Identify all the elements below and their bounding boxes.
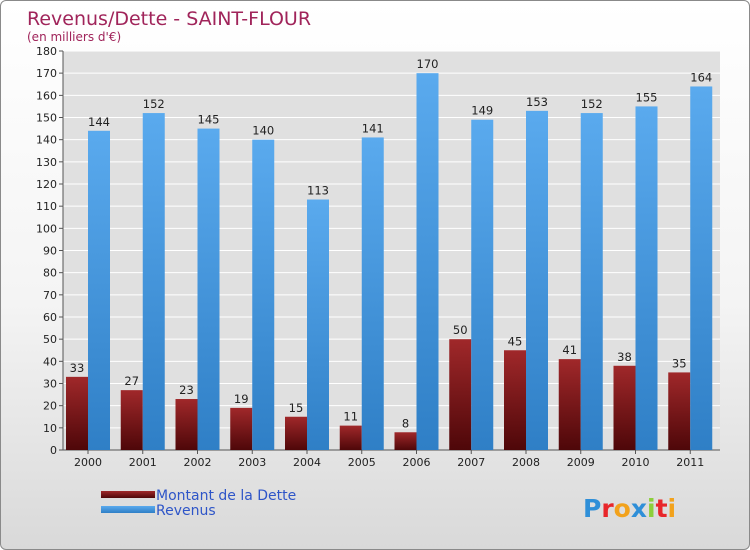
y-tick-label: 180 <box>36 45 57 58</box>
bar-revenus-2008 <box>526 110 548 450</box>
y-tick-label: 80 <box>43 267 57 280</box>
data-label: 155 <box>636 90 658 104</box>
x-tick-label: 2005 <box>348 456 376 469</box>
logo-letter: t <box>656 494 668 523</box>
y-tick-label: 40 <box>43 355 57 368</box>
data-label: 141 <box>362 121 384 135</box>
data-label: 50 <box>453 323 468 337</box>
bar-revenus-2003 <box>252 139 275 450</box>
logo-letter: x <box>631 494 647 523</box>
legend-label: Revenus <box>156 503 216 519</box>
data-label: 8 <box>402 416 409 430</box>
bar-dette-2003 <box>230 407 253 450</box>
bar-dette-2001 <box>120 390 143 450</box>
y-tick-label: 120 <box>36 178 57 191</box>
bar-dette-2010 <box>613 365 636 450</box>
bar-dette-2000 <box>66 376 88 450</box>
bar-dette-2002 <box>175 399 198 450</box>
bar-revenus-2005 <box>361 137 384 450</box>
chart-title: Revenus/Dette - SAINT-FLOUR <box>27 8 311 30</box>
data-label: 27 <box>124 374 139 388</box>
logo-letter: i <box>668 494 677 523</box>
logo-letter: P <box>583 494 601 523</box>
x-tick-label: 2011 <box>676 456 704 469</box>
proxiti-logo: Proxiti <box>583 494 676 523</box>
data-label: 152 <box>581 97 603 111</box>
bar-dette-2006 <box>394 432 417 450</box>
bar-revenus-2007 <box>471 119 494 450</box>
bar-dette-2005 <box>339 425 362 450</box>
y-tick-label: 160 <box>36 89 57 102</box>
data-label: 153 <box>526 95 548 109</box>
bar-revenus-2004 <box>307 199 329 450</box>
bar-revenus-2000 <box>88 130 110 451</box>
bar-dette-2009 <box>558 359 581 450</box>
plot-area: 0 10 20 30 40 50 60 70 80 90 100 110 120 130 140 150 160… <box>36 45 720 469</box>
data-label: 38 <box>617 350 632 364</box>
y-tick-label: 140 <box>36 134 57 147</box>
y-tick-label: 60 <box>43 311 57 324</box>
data-label: 41 <box>562 343 577 357</box>
x-tick-label: 2007 <box>457 456 485 469</box>
bar-revenus-2006 <box>416 73 439 451</box>
bar-revenus-2010 <box>635 106 658 451</box>
y-tick-label: 20 <box>43 400 57 413</box>
x-tick-label: 2008 <box>512 456 540 469</box>
bar-revenus-2011 <box>690 86 713 450</box>
y-tick-label: 90 <box>43 245 57 258</box>
chart-subtitle: (en milliers d'€) <box>27 30 121 44</box>
data-label: 170 <box>417 57 439 71</box>
logo-letter: o <box>614 494 631 523</box>
x-tick-label: 2003 <box>238 456 266 469</box>
legend-label: Montant de la Dette <box>156 488 296 504</box>
x-tick-label: 2010 <box>622 456 650 469</box>
data-label: 11 <box>343 410 358 424</box>
logo-letter: r <box>601 494 614 523</box>
y-tick-label: 100 <box>36 222 57 235</box>
x-tick-label: 2002 <box>184 456 212 469</box>
x-tick-label: 2004 <box>293 456 321 469</box>
data-label: 152 <box>143 97 165 111</box>
data-label: 33 <box>70 361 85 375</box>
data-label: 45 <box>508 334 523 348</box>
y-tick-label: 150 <box>36 112 57 125</box>
bar-revenus-2009 <box>580 113 603 451</box>
data-label: 15 <box>289 401 304 415</box>
y-tick-label: 130 <box>36 156 57 169</box>
bar-dette-2008 <box>504 350 526 450</box>
y-tick-label: 30 <box>43 378 57 391</box>
legend-swatch <box>101 506 155 513</box>
logo-letter: i <box>647 494 656 523</box>
y-tick-label: 170 <box>36 67 57 80</box>
data-label: 149 <box>471 104 493 118</box>
data-label: 144 <box>88 115 110 129</box>
y-tick-label: 50 <box>43 333 57 346</box>
data-label: 113 <box>307 184 329 198</box>
logo-text: Proxiti <box>583 494 676 523</box>
data-label: 145 <box>198 113 220 127</box>
y-tick-label: 110 <box>36 200 57 213</box>
bar-dette-2011 <box>668 372 691 450</box>
y-tick-label: 10 <box>43 422 57 435</box>
x-tick-label: 2009 <box>567 456 595 469</box>
x-tick-label: 2000 <box>74 456 102 469</box>
data-label: 23 <box>179 383 194 397</box>
y-tick-label: 70 <box>43 289 57 302</box>
bar-revenus-2002 <box>197 128 220 450</box>
x-tick-label: 2006 <box>403 456 431 469</box>
bar-dette-2004 <box>285 416 307 450</box>
data-label: 164 <box>690 70 712 84</box>
data-label: 35 <box>672 356 687 370</box>
legend-swatch <box>101 491 155 498</box>
data-label: 140 <box>252 124 274 138</box>
bar-revenus-2001 <box>142 113 165 451</box>
data-label: 19 <box>234 392 249 406</box>
y-tick-label: 0 <box>50 444 57 457</box>
x-tick-label: 2001 <box>129 456 157 469</box>
bar-dette-2007 <box>449 339 472 450</box>
